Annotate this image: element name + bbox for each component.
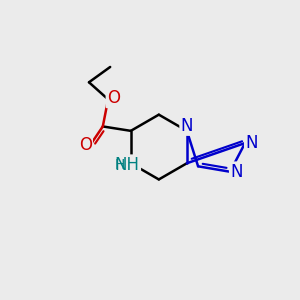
Text: N: N [181,117,193,135]
Text: N: N [230,163,243,181]
Text: O: O [107,89,120,107]
Text: O: O [79,136,92,154]
Text: N: N [245,134,258,152]
Text: NH: NH [115,156,140,174]
Text: H: H [115,158,125,172]
